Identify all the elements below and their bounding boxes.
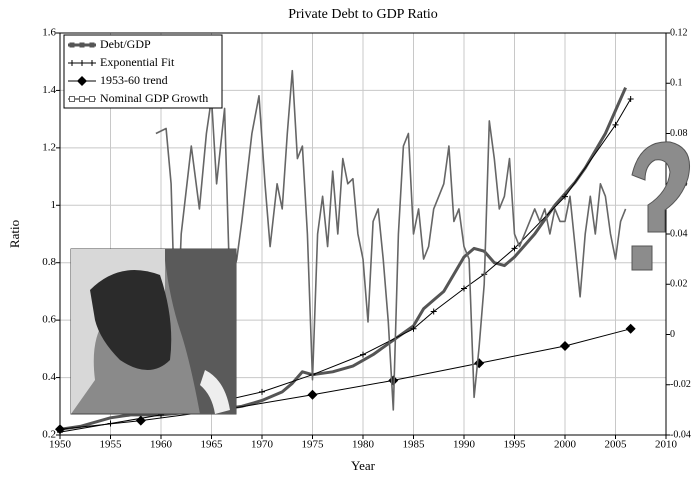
legend-label: Nominal GDP Growth: [100, 91, 208, 105]
y-tick-label: 0.4: [42, 371, 56, 383]
legend: Debt/GDP Exponential Fit 1953-60 trend Nomi…: [63, 34, 223, 109]
legend-swatch: [89, 60, 95, 66]
point-marker: [360, 351, 366, 358]
x-tick-label: 2010: [655, 439, 678, 451]
point-marker: [55, 424, 65, 435]
x-tick-label: 1970: [251, 439, 274, 451]
point-marker: [259, 388, 265, 395]
legend-swatch: [79, 42, 85, 48]
y2-tick-label: 0.08: [670, 128, 688, 139]
y-tick-label: 1.4: [42, 84, 56, 96]
y2-tick-label: 0.02: [670, 279, 688, 290]
inset-photo: [70, 248, 237, 415]
x-tick-label: 1995: [504, 439, 527, 451]
y-tick-label: 0.6: [42, 314, 56, 326]
x-tick-label: 1965: [201, 439, 224, 451]
plot-frame: [59, 32, 667, 436]
chart-title: Private Debt to GDP Ratio: [288, 7, 438, 22]
legend-swatch: [69, 96, 75, 102]
legend-label: 1953-60 trend: [100, 73, 168, 87]
legend-swatch: [79, 60, 85, 66]
y2-tick-label: 0: [670, 329, 675, 340]
x-tick-label: 2000: [554, 439, 577, 451]
y-tick-label: 1: [51, 199, 57, 211]
x-tick-label: 2005: [605, 439, 628, 451]
y-tick-label: 1.6: [42, 27, 56, 39]
legend-swatch: [77, 76, 87, 86]
point-marker: [430, 308, 437, 315]
series-line: [59, 328, 631, 430]
legend-label: Exponential Fit: [100, 55, 175, 69]
point-marker: [307, 389, 318, 400]
y2-tick-label: 0.12: [670, 27, 688, 38]
y-axis-label: Ratio: [7, 220, 22, 248]
point-marker: [461, 285, 467, 292]
y2-tick-label: 0.1: [670, 78, 683, 89]
legend-swatch: [79, 96, 85, 102]
x-tick-label: 1955: [100, 439, 123, 451]
legend-swatch: [89, 96, 95, 102]
point-marker: [474, 358, 485, 369]
x-tick-label: 1975: [302, 439, 325, 451]
y2-tick-label: 0.04: [670, 228, 688, 239]
x-tick-label: 1980: [352, 439, 375, 451]
y2-tick-label: -0.04: [670, 429, 691, 440]
point-marker: [511, 245, 518, 252]
legend-swatch: [69, 60, 75, 66]
legend-label: Debt/GDP: [100, 37, 151, 51]
y-tick-label: 0.2: [42, 429, 56, 441]
y-tick-label: 0.8: [42, 256, 56, 268]
legend-swatch: [69, 42, 75, 48]
point-marker: [135, 415, 146, 426]
point-marker: [410, 325, 417, 332]
question-mark-graphic: [631, 141, 690, 271]
x-tick-label: 1950: [49, 439, 72, 451]
series-line: [155, 69, 627, 411]
y-tick-label: 1.2: [42, 141, 56, 153]
y2-tick-label: -0.02: [670, 379, 691, 390]
point-marker: [560, 340, 570, 351]
point-marker: [612, 121, 619, 128]
x-tick-label: 1990: [453, 439, 476, 451]
x-axis-label: Year: [351, 458, 376, 473]
x-tick-label: 1985: [403, 439, 426, 451]
legend-swatch: [89, 42, 95, 48]
point-marker: [562, 193, 568, 200]
point-marker: [625, 323, 636, 334]
x-tick-label: 1960: [150, 439, 173, 451]
point-marker: [627, 96, 634, 103]
